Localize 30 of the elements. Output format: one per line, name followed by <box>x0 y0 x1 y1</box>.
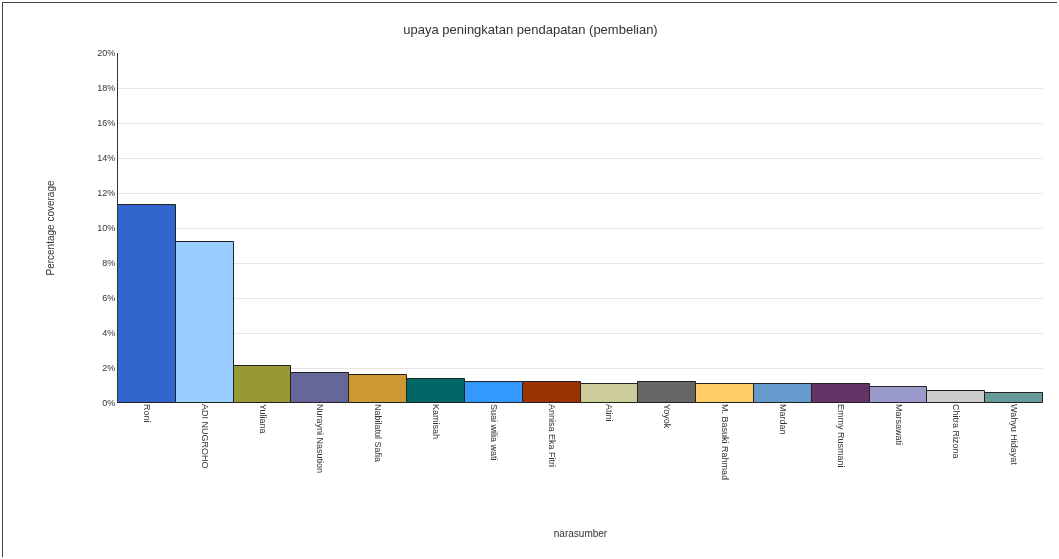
x-tick-label: Chitra Rizona <box>951 404 962 459</box>
y-tick-label: 16% <box>97 118 116 129</box>
x-tick-label: Yuliana <box>257 404 268 434</box>
y-axis-title: Percentage coverage <box>45 180 57 276</box>
x-tick-label: Marsawati <box>893 404 904 446</box>
y-tick-label: 8% <box>102 258 116 269</box>
x-tick-label: Mardan <box>777 404 788 435</box>
y-tick-label: 12% <box>97 188 116 199</box>
x-tick-label: M. Basuki Rahmad <box>720 404 731 481</box>
x-tick-label: Nabilatul Safia <box>373 404 384 463</box>
y-tick-label: 14% <box>97 153 116 164</box>
y-tick-label: 2% <box>102 363 116 374</box>
x-tick-label: Kamisah <box>431 404 442 440</box>
y-tick-label: 20% <box>97 48 116 59</box>
x-tick-label: Atini <box>604 404 615 422</box>
y-tick-label: 4% <box>102 328 116 339</box>
x-tick-label: Yoyok <box>662 404 673 429</box>
y-tick-label: 10% <box>97 223 116 234</box>
x-axis-title: narasumber <box>553 527 608 539</box>
chart-title: upaya peningkatan pendapatan (pembelian) <box>403 22 658 38</box>
x-tick-label: Wahyu Hidayat <box>1009 404 1020 466</box>
x-tick-label: Nurayni Nasution <box>315 404 326 474</box>
x-tick-label: ADI NUGROHO <box>199 404 210 469</box>
x-tick-label: Suai wilia wati <box>488 404 499 461</box>
y-tick-label: 0% <box>102 398 116 409</box>
x-tick-label: Annisa Eka Fitri <box>546 404 557 468</box>
x-tick-label: Emmy Rusmani <box>835 404 846 468</box>
y-tick-label: 18% <box>97 83 116 94</box>
x-tick-label: Roni <box>141 404 152 423</box>
y-tick-label: 6% <box>102 293 116 304</box>
